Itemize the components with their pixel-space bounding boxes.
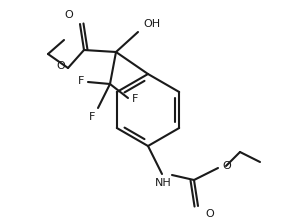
Text: OH: OH bbox=[143, 19, 160, 29]
Text: F: F bbox=[78, 76, 84, 86]
Text: F: F bbox=[132, 94, 138, 104]
Text: NH: NH bbox=[155, 178, 171, 188]
Text: F: F bbox=[88, 112, 95, 122]
Text: O: O bbox=[64, 10, 73, 20]
Text: O: O bbox=[56, 61, 65, 71]
Text: O: O bbox=[222, 161, 231, 171]
Text: O: O bbox=[205, 209, 214, 219]
